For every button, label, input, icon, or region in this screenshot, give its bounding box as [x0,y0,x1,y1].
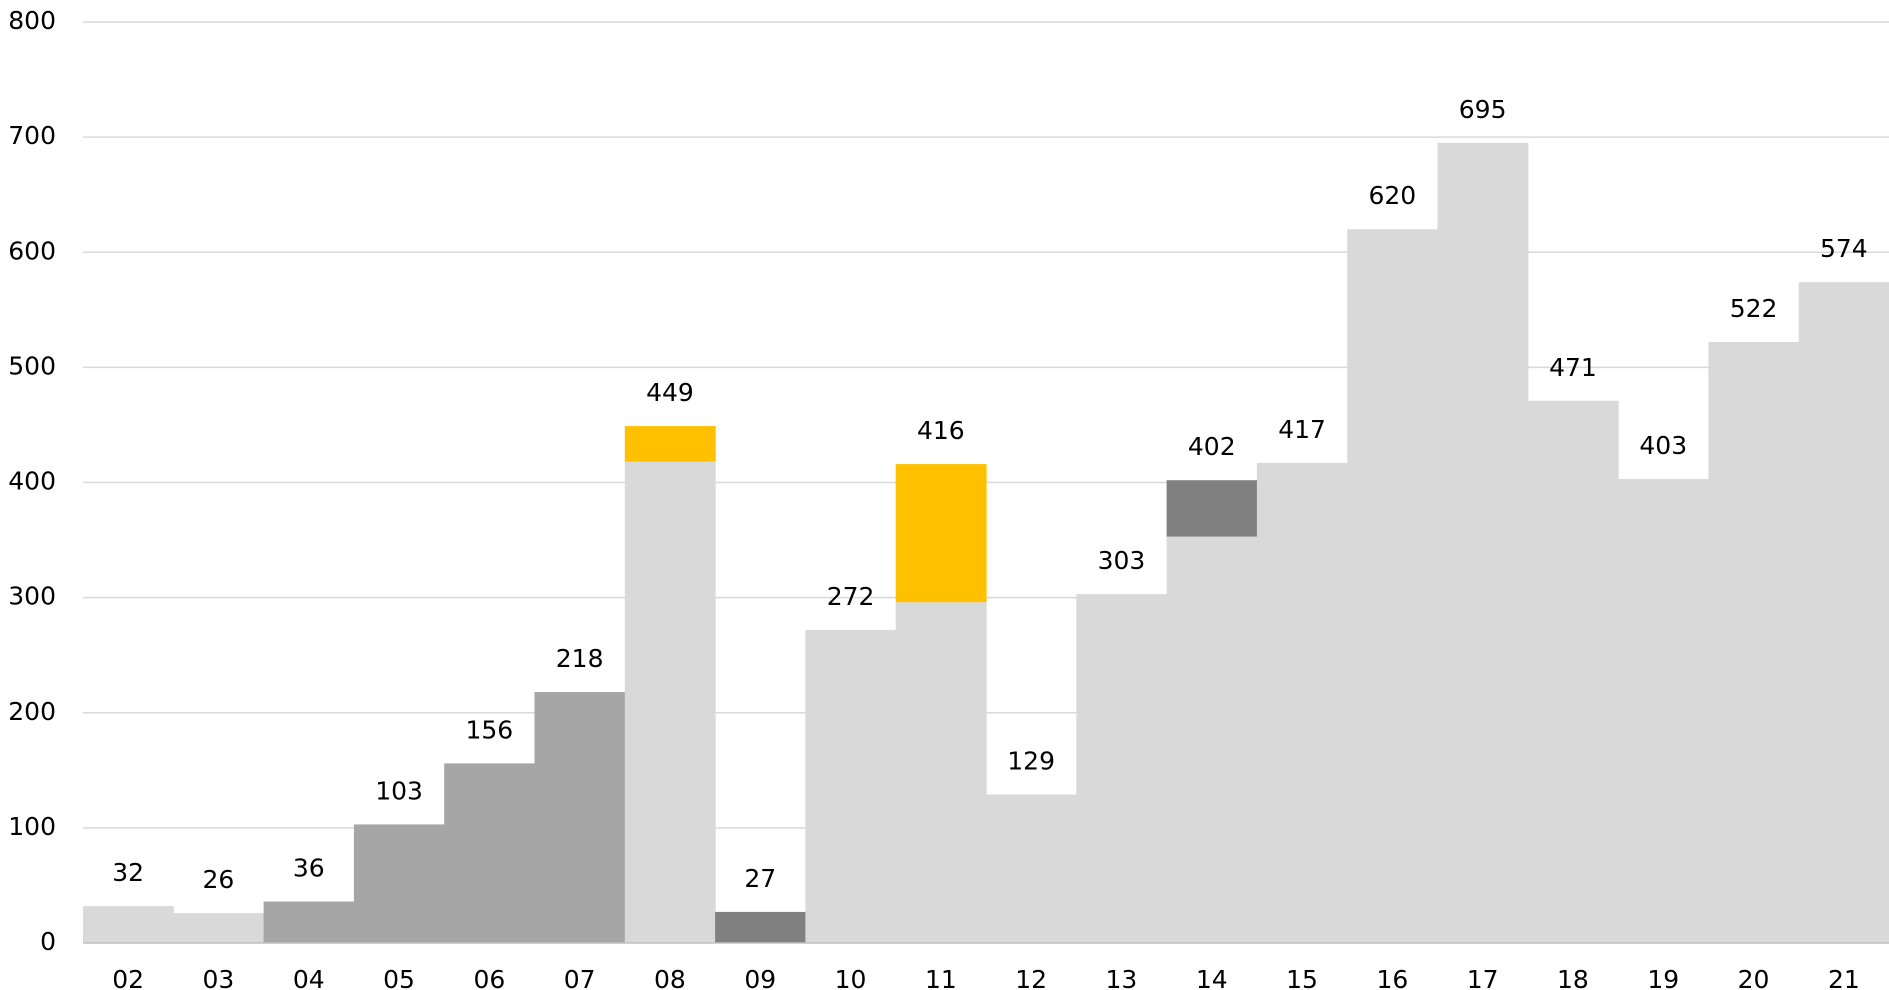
x-tick-label: 09 [744,965,776,990]
y-tick-label: 400 [8,467,56,496]
x-tick-label: 20 [1738,965,1770,990]
bar-05 [353,824,445,943]
bar-03 [173,913,265,943]
x-tick-label: 18 [1557,965,1589,990]
bar-20 [1708,342,1800,943]
bar-08-segment-1 [624,426,716,462]
x-tick-label: 05 [383,965,415,990]
bar-11-segment-1 [895,464,987,603]
x-tick-label: 07 [564,965,596,990]
bar-14-segment-1 [1166,480,1258,537]
data-label: 36 [293,854,325,883]
x-tick-label: 02 [112,965,144,990]
bar-11 [895,602,987,943]
x-tick-label: 13 [1106,965,1138,990]
bars [83,142,1889,944]
y-tick-label: 100 [8,812,56,841]
bar-04 [263,901,355,943]
bar-18 [1527,400,1619,944]
bar-08 [624,461,716,943]
bar-21 [1798,282,1889,943]
bar-12 [986,794,1077,943]
x-tick-label: 06 [473,965,505,990]
x-tick-label: 16 [1376,965,1408,990]
bar-16 [1347,229,1439,944]
y-tick-label: 700 [8,121,56,150]
x-tick-label: 17 [1467,965,1499,990]
x-tick-label: 04 [293,965,325,990]
data-label: 27 [744,864,776,893]
bar-09 [715,911,806,943]
bar-06 [444,763,536,943]
data-label: 103 [375,776,423,805]
bar-07 [534,692,626,943]
bar-17 [1437,142,1529,944]
y-tick-label: 300 [8,582,56,611]
y-tick-label: 200 [8,697,56,726]
x-tick-label: 10 [835,965,867,990]
data-label: 416 [917,416,965,445]
data-label: 402 [1188,432,1236,461]
data-label: 156 [465,715,513,744]
data-label: 449 [646,378,694,407]
data-label: 403 [1639,431,1687,460]
data-label: 218 [556,644,604,673]
data-label: 129 [1007,746,1055,775]
data-label: 26 [203,865,235,894]
data-label: 303 [1098,546,1146,575]
data-label: 417 [1278,415,1326,444]
x-tick-label: 19 [1647,965,1679,990]
x-tick-label: 21 [1828,965,1860,990]
data-label: 695 [1459,95,1507,124]
data-label: 620 [1368,181,1416,210]
bar-02 [83,906,174,943]
x-tick-label: 12 [1015,965,1047,990]
x-tick-label: 11 [925,965,957,990]
x-tick-label: 14 [1196,965,1228,990]
x-tick-label: 08 [654,965,686,990]
bar-19 [1618,479,1709,943]
data-label: 471 [1549,353,1597,382]
data-labels: 32 26 36 103 156 218 449 27 272 416 129 303 402 417 62… [112,95,1867,894]
data-label: 32 [112,858,144,887]
y-tick-label: 600 [8,236,56,265]
bar-10 [805,629,897,943]
data-label: 522 [1730,294,1778,323]
data-label: 574 [1820,234,1868,263]
x-tick-label: 15 [1286,965,1318,990]
x-tick-label: 03 [203,965,235,990]
bar-14 [1166,536,1258,943]
axes: 0 100 200 300 400 500 600 700 800 02 03 04 05 06 07 08 0… [8,6,1889,990]
y-tick-label: 800 [8,6,56,35]
bar-15 [1256,462,1348,943]
y-tick-label: 500 [8,351,56,380]
bar-13 [1076,594,1168,943]
y-tick-label: 0 [40,927,56,956]
data-label: 272 [827,582,875,611]
